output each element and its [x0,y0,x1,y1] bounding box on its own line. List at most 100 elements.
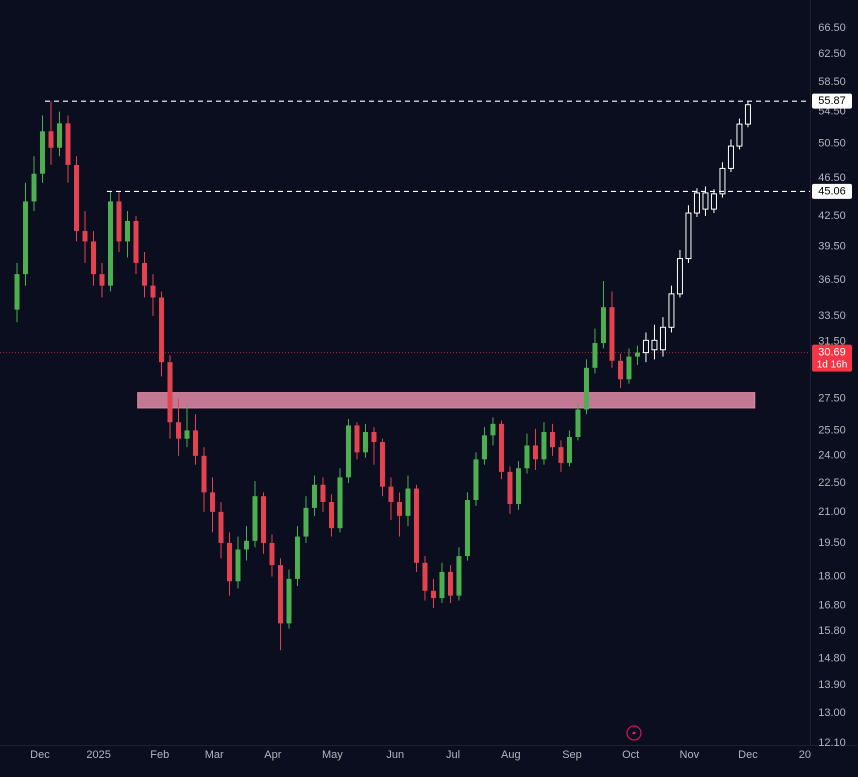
candle-body [252,496,258,541]
y-tick-label: 39.50 [818,241,846,253]
event-icon[interactable] [626,725,642,741]
y-tick-label: 31.50 [818,336,846,348]
candle-body [303,507,309,537]
y-tick-label: 33.50 [818,310,846,322]
x-tick-label: Nov [680,749,700,761]
candle-body [243,540,249,550]
y-tick-label: 22.50 [818,477,846,489]
candle-body [702,192,709,210]
candle-body [642,339,649,354]
candle-body [575,409,581,438]
candle-body [744,104,751,125]
candle-body [277,565,283,624]
candle-body [659,326,666,351]
candle-body [430,590,436,599]
candle-body [626,356,632,380]
candle-series [14,101,640,651]
candle-body [209,492,215,512]
candle-body [82,231,88,242]
candle-body [167,362,173,423]
candle-body [235,549,241,582]
candle-body [507,471,513,504]
candle-body [405,488,411,516]
level-label: 55.87 [818,95,846,107]
candle-body [583,367,589,410]
candle-body [90,241,96,275]
candle-body [371,432,377,443]
x-tick-label: Feb [150,749,169,761]
candle-body [464,500,470,557]
candle-body [320,484,326,502]
candle-body [14,274,20,310]
y-tick-label: 15.80 [818,625,846,637]
level-label: 45.06 [818,185,846,197]
y-tick-label: 58.50 [818,76,846,88]
y-tick-label: 18.00 [818,570,846,582]
x-tick-label: 2025 [86,749,110,761]
x-tick-label: Mar [205,749,224,761]
candle-body [541,432,547,460]
y-tick-label: 21.00 [818,506,846,518]
candle-body [133,220,139,263]
candle-body [609,307,615,361]
candle-body [447,571,453,596]
candle-body [592,343,598,368]
x-tick-label: Jun [386,749,404,761]
candle-body [218,511,224,543]
x-tick-label: Dec [738,749,758,761]
candle-body [727,145,734,169]
y-tick-label: 12.10 [818,737,846,749]
y-tick-label: 19.50 [818,537,846,549]
candle-body [345,425,351,478]
candle-body [498,423,504,472]
candle-body [31,173,37,202]
candle-body [260,496,266,543]
candle-body [668,293,675,328]
candle-body [710,193,717,210]
y-tick-label: 50.50 [818,137,846,149]
candle-body [192,430,198,456]
candle-body [201,455,207,493]
y-tick-label: 27.50 [818,393,846,405]
candle-body [617,360,623,380]
candle-body [388,486,394,502]
candle-body [524,445,530,469]
candle-body [158,297,164,363]
x-tick-label: May [322,749,343,761]
x-tick-label: Apr [264,749,281,761]
y-tick-label: 36.50 [818,274,846,286]
candle-body [354,425,360,453]
y-tick-label: 16.80 [818,599,846,611]
candle-body [515,468,521,504]
candle-body [473,459,479,501]
candle-body [286,578,292,624]
candle-body [184,430,190,439]
x-tick-label: Aug [501,749,521,761]
y-tick-label: 25.50 [818,424,846,436]
y-tick-label: 24.00 [818,450,846,462]
support-zone [137,392,756,409]
candle-body [107,201,113,286]
candle-body [124,220,130,242]
x-tick-label: Sep [562,749,582,761]
candle-body [396,501,402,516]
last-price-label: 30.69 [818,347,846,359]
candle-body [99,274,105,286]
candle-body [549,432,555,448]
candle-body [685,212,692,260]
x-tick-label: 20 [799,749,811,761]
candle-body [379,442,385,487]
candle-body [226,542,232,582]
candle-body [73,164,79,232]
candle-body [337,477,343,529]
candle-body [566,437,572,463]
y-tick-label: 13.90 [818,679,846,691]
candle-body [39,131,45,174]
candle-body [456,556,462,596]
candle-body [439,571,445,599]
x-tick-label: Dec [30,749,50,761]
x-tick-label: Jul [446,749,460,761]
